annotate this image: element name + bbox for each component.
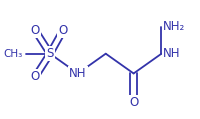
- Text: CH₃: CH₃: [3, 49, 22, 59]
- Text: O: O: [129, 96, 138, 109]
- Text: O: O: [31, 24, 40, 37]
- Text: S: S: [46, 47, 54, 60]
- Text: O: O: [31, 70, 40, 83]
- Text: O: O: [58, 24, 68, 37]
- Text: NH: NH: [163, 47, 181, 60]
- Text: NH: NH: [69, 67, 87, 80]
- Text: NH₂: NH₂: [163, 20, 186, 33]
